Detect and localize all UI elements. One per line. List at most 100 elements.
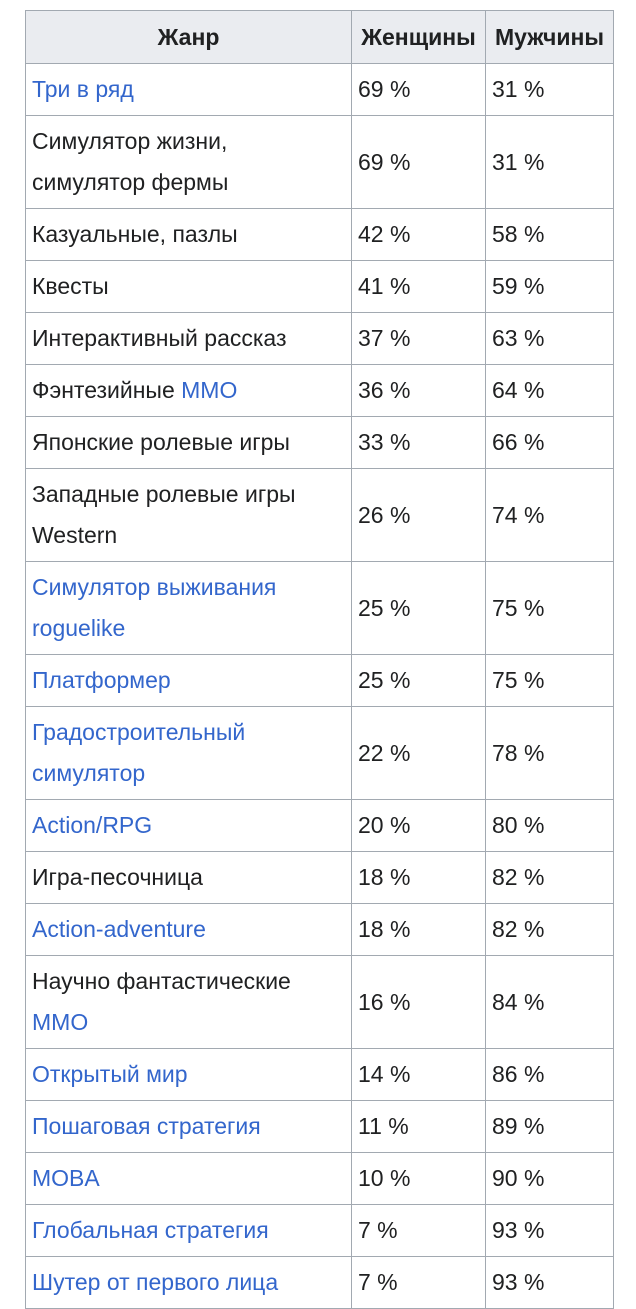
genre-cell: Игра-песочница bbox=[25, 851, 352, 904]
men-percent: 31 % bbox=[485, 115, 614, 209]
genre-text: Интерактивный рассказ bbox=[32, 325, 287, 351]
table-row: Платформер 25 % 75 % bbox=[25, 654, 614, 707]
men-percent: 82 % bbox=[485, 903, 614, 956]
women-percent: 10 % bbox=[351, 1152, 486, 1205]
genre-link[interactable]: Открытый мир bbox=[32, 1061, 188, 1087]
table-row: Казуальные, пазлы 42 % 58 % bbox=[25, 208, 614, 261]
women-percent: 14 % bbox=[351, 1048, 486, 1101]
table-row: Глобальная стратегия 7 % 93 % bbox=[25, 1204, 614, 1257]
genre-cell: Action/RPG bbox=[25, 799, 352, 852]
genre-link[interactable]: Симулятор выживания roguelike bbox=[32, 574, 277, 641]
table-row: Симулятор выживания roguelike 25 % 75 % bbox=[25, 561, 614, 655]
women-percent: 16 % bbox=[351, 955, 486, 1049]
women-percent: 7 % bbox=[351, 1204, 486, 1257]
table-row: Градостроительный симулятор 22 % 78 % bbox=[25, 706, 614, 800]
table-row: Симулятор жизни, симулятор фермы 69 % 31 % bbox=[25, 115, 614, 209]
genre-text: Симулятор жизни, симулятор фермы bbox=[32, 128, 229, 195]
genre-cell: Открытый мир bbox=[25, 1048, 352, 1101]
women-percent: 69 % bbox=[351, 115, 486, 209]
table-header-row: Жанр Женщины Мужчины bbox=[25, 10, 614, 64]
genre-gender-table: Жанр Женщины Мужчины Три в ряд 69 % 31 % Си… bbox=[25, 10, 614, 1309]
men-percent: 64 % bbox=[485, 364, 614, 417]
genre-text: Квесты bbox=[32, 273, 109, 299]
women-percent: 36 % bbox=[351, 364, 486, 417]
genre-text: Научно фантастические bbox=[32, 968, 291, 994]
table-row: Пошаговая стратегия 11 % 89 % bbox=[25, 1100, 614, 1153]
men-percent: 80 % bbox=[485, 799, 614, 852]
genre-link[interactable]: Action/RPG bbox=[32, 812, 153, 838]
women-percent: 20 % bbox=[351, 799, 486, 852]
women-percent: 18 % bbox=[351, 903, 486, 956]
header-women[interactable]: Женщины bbox=[351, 10, 486, 64]
genre-cell: Интерактивный рассказ bbox=[25, 312, 352, 365]
genre-cell: Симулятор выживания roguelike bbox=[25, 561, 352, 655]
genre-cell: Симулятор жизни, симулятор фермы bbox=[25, 115, 352, 209]
women-percent: 41 % bbox=[351, 260, 486, 313]
table-row: Шутер от первого лица 7 % 93 % bbox=[25, 1256, 614, 1309]
men-percent: 86 % bbox=[485, 1048, 614, 1101]
women-percent: 42 % bbox=[351, 208, 486, 261]
women-percent: 37 % bbox=[351, 312, 486, 365]
men-percent: 75 % bbox=[485, 561, 614, 655]
men-percent: 93 % bbox=[485, 1256, 614, 1309]
men-percent: 78 % bbox=[485, 706, 614, 800]
men-percent: 63 % bbox=[485, 312, 614, 365]
table-row: Фэнтезийные MMO 36 % 64 % bbox=[25, 364, 614, 417]
genre-cell: Фэнтезийные MMO bbox=[25, 364, 352, 417]
genre-link[interactable]: MOBA bbox=[32, 1165, 100, 1191]
genre-link[interactable]: Action-adventure bbox=[32, 916, 206, 942]
genre-cell: Три в ряд bbox=[25, 63, 352, 116]
table-row: Западные ролевые игры Western 26 % 74 % bbox=[25, 468, 614, 562]
genre-text: Западные ролевые игры Western bbox=[32, 481, 296, 548]
genre-cell: Платформер bbox=[25, 654, 352, 707]
table-row: Три в ряд 69 % 31 % bbox=[25, 63, 614, 116]
genre-cell: Action-adventure bbox=[25, 903, 352, 956]
header-men[interactable]: Мужчины bbox=[485, 10, 614, 64]
genre-link[interactable]: Шутер от первого лица bbox=[32, 1269, 279, 1295]
genre-link[interactable]: Платформер bbox=[32, 667, 171, 693]
women-percent: 25 % bbox=[351, 561, 486, 655]
men-percent: 66 % bbox=[485, 416, 614, 469]
genre-cell: Японские ролевые игры bbox=[25, 416, 352, 469]
table-body: Три в ряд 69 % 31 % Симулятор жизни, симуля… bbox=[25, 63, 614, 1309]
genre-cell: Западные ролевые игры Western bbox=[25, 468, 352, 562]
genre-cell: Научно фантастические MMO bbox=[25, 955, 352, 1049]
table-row: Action/RPG 20 % 80 % bbox=[25, 799, 614, 852]
table-row: Научно фантастические MMO 16 % 84 % bbox=[25, 955, 614, 1049]
men-percent: 58 % bbox=[485, 208, 614, 261]
table-row: Action-adventure 18 % 82 % bbox=[25, 903, 614, 956]
genre-cell: MOBA bbox=[25, 1152, 352, 1205]
men-percent: 84 % bbox=[485, 955, 614, 1049]
genre-cell: Пошаговая стратегия bbox=[25, 1100, 352, 1153]
genre-link[interactable]: Три в ряд bbox=[32, 76, 134, 102]
genre-link[interactable]: Градостроительный симулятор bbox=[32, 719, 246, 786]
table-row: Японские ролевые игры 33 % 66 % bbox=[25, 416, 614, 469]
genre-text: Казуальные, пазлы bbox=[32, 221, 238, 247]
header-genre[interactable]: Жанр bbox=[25, 10, 352, 64]
women-percent: 11 % bbox=[351, 1100, 486, 1153]
genre-cell: Квесты bbox=[25, 260, 352, 313]
genre-text: Японские ролевые игры bbox=[32, 429, 290, 455]
men-percent: 82 % bbox=[485, 851, 614, 904]
men-percent: 90 % bbox=[485, 1152, 614, 1205]
genre-text: Фэнтезийные bbox=[32, 377, 182, 403]
genre-link[interactable]: MMO bbox=[181, 377, 238, 403]
genre-link[interactable]: Пошаговая стратегия bbox=[32, 1113, 261, 1139]
women-percent: 33 % bbox=[351, 416, 486, 469]
men-percent: 89 % bbox=[485, 1100, 614, 1153]
genre-text: Игра-песочница bbox=[32, 864, 203, 890]
men-percent: 74 % bbox=[485, 468, 614, 562]
table-row: MOBA 10 % 90 % bbox=[25, 1152, 614, 1205]
genre-link[interactable]: Глобальная стратегия bbox=[32, 1217, 269, 1243]
men-percent: 75 % bbox=[485, 654, 614, 707]
genre-cell: Казуальные, пазлы bbox=[25, 208, 352, 261]
genre-cell: Градостроительный симулятор bbox=[25, 706, 352, 800]
women-percent: 7 % bbox=[351, 1256, 486, 1309]
genre-cell: Шутер от первого лица bbox=[25, 1256, 352, 1309]
table-row: Открытый мир 14 % 86 % bbox=[25, 1048, 614, 1101]
men-percent: 93 % bbox=[485, 1204, 614, 1257]
genre-link[interactable]: MMO bbox=[32, 1009, 89, 1035]
women-percent: 25 % bbox=[351, 654, 486, 707]
women-percent: 26 % bbox=[351, 468, 486, 562]
women-percent: 18 % bbox=[351, 851, 486, 904]
